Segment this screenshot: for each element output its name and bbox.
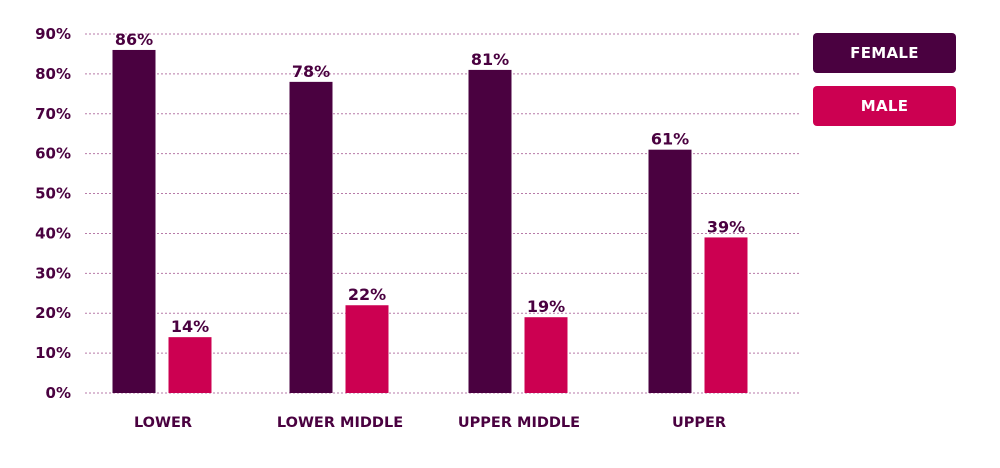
data-label: 14% xyxy=(171,317,209,336)
data-label: 81% xyxy=(471,50,509,69)
gridlines xyxy=(85,33,800,394)
legend-item-female: FEMALE xyxy=(813,33,956,73)
legend-label-male: MALE xyxy=(860,97,909,115)
data-labels: 86% 78% 81% 61% 14% 22% 19% 39% xyxy=(115,30,745,336)
data-label: 86% xyxy=(115,30,153,49)
data-label: 22% xyxy=(348,285,386,304)
bar-female-2 xyxy=(468,69,512,394)
y-tick-label: 0% xyxy=(46,384,71,402)
y-tick-label: 60% xyxy=(35,145,71,163)
bar-male-3 xyxy=(704,237,748,393)
data-label: 39% xyxy=(707,217,745,236)
bars xyxy=(112,49,748,394)
y-tick-label: 70% xyxy=(35,105,71,123)
x-category-label: UPPER MIDDLE xyxy=(458,415,580,431)
y-tick-label: 30% xyxy=(35,264,71,282)
y-tick-label: 50% xyxy=(35,185,71,203)
y-tick-label: 10% xyxy=(35,344,71,362)
bar-female-3 xyxy=(648,149,692,393)
y-axis: 0% 10% 20% 30% 40% 50% 60% 70% 80% 90% xyxy=(35,25,71,402)
x-category-label: LOWER xyxy=(134,415,192,431)
y-tick-label: 90% xyxy=(35,25,71,43)
data-label: 78% xyxy=(292,62,330,81)
x-category-label: UPPER xyxy=(672,415,726,431)
data-label: 61% xyxy=(651,130,689,149)
legend-item-male: MALE xyxy=(813,86,956,126)
y-tick-label: 40% xyxy=(35,224,71,242)
data-label: 19% xyxy=(527,297,565,316)
x-category-label: LOWER MIDDLE xyxy=(277,415,403,431)
legend-label-female: FEMALE xyxy=(850,44,919,62)
bar-male-0 xyxy=(168,337,212,393)
bar-male-1 xyxy=(345,305,389,393)
y-tick-label: 80% xyxy=(35,65,71,83)
bar-male-2 xyxy=(524,317,568,393)
bar-female-0 xyxy=(112,49,156,393)
bar-female-1 xyxy=(289,81,333,393)
x-axis: LOWER LOWER MIDDLE UPPER MIDDLE UPPER xyxy=(134,415,726,431)
y-tick-label: 20% xyxy=(35,304,71,322)
